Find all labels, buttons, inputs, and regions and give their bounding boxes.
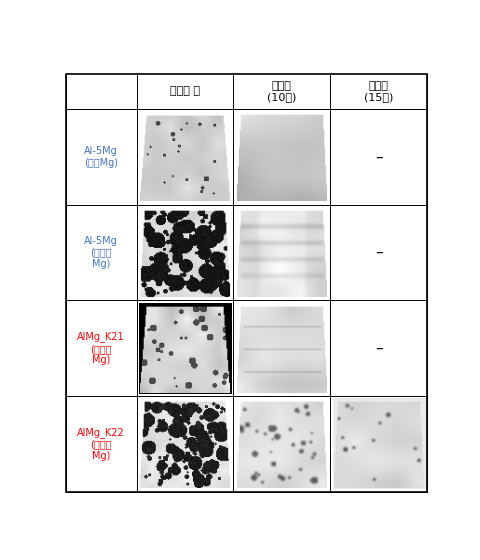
Text: 탈가스
(15분): 탈가스 (15분) [363,81,393,102]
Text: –: – [374,341,382,356]
Text: 탈가스
(10분): 탈가스 (10분) [267,81,296,102]
Text: Al-5Mg
(내산화
Mg): Al-5Mg (내산화 Mg) [84,236,118,269]
Text: –: – [374,245,382,260]
Text: AlMg_K22
(내산화
Mg): AlMg_K22 (내산화 Mg) [77,427,125,461]
Text: Al-5Mg
(상용Mg): Al-5Mg (상용Mg) [84,146,118,167]
Text: –: – [374,150,382,165]
Text: 탈가스 전: 탈가스 전 [169,86,200,96]
Text: AlMg_K21
(내산화
Mg): AlMg_K21 (내산화 Mg) [77,332,125,365]
